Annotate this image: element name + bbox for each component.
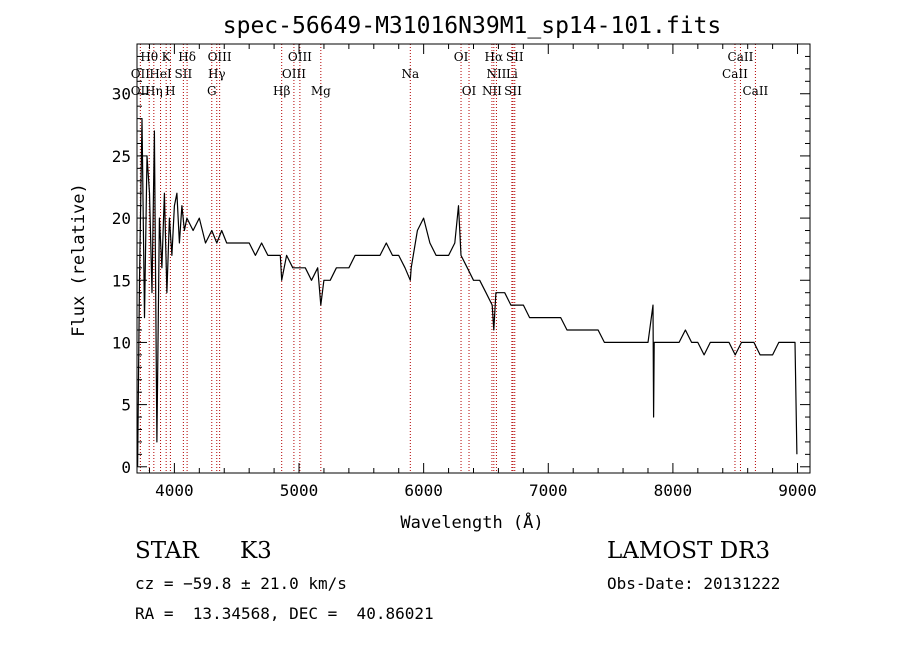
spectrum-series — [137, 117, 798, 467]
y-tick-label: 5 — [121, 396, 131, 415]
line-label: OII — [131, 67, 151, 81]
line-label: Na — [401, 67, 419, 81]
line-label: Hβ — [273, 84, 290, 98]
y-tick-label: 25 — [112, 147, 131, 166]
x-tick-label: 4000 — [155, 481, 194, 500]
line-label: Hα — [485, 50, 504, 64]
x-tick-label: 9000 — [778, 481, 817, 500]
line-label: Hγ — [208, 67, 226, 81]
y-tick-label: 20 — [112, 209, 131, 228]
plot-frame — [136, 43, 811, 474]
redshift-cz: cz = −59.8 ± 21.0 km/s — [135, 574, 347, 593]
line-label: NII — [486, 67, 506, 81]
x-tick-label: 6000 — [404, 481, 443, 500]
y-tick-label: 0 — [121, 458, 131, 477]
observation-date: Obs-Date: 20131222 — [607, 574, 781, 593]
line-label: H — [165, 84, 175, 98]
line-label: SII — [504, 84, 522, 98]
chart-title: spec-56649-M31016N39M1_sp14-101.fits — [223, 13, 722, 39]
line-label: OIII — [208, 50, 232, 64]
emission-line-markers — [139, 44, 756, 473]
object-subclass: K3 — [240, 538, 272, 564]
line-label: NII — [482, 84, 502, 98]
coordinates: RA = 13.34568, DEC = 40.86021 — [135, 604, 434, 623]
series-flux — [137, 117, 798, 467]
line-label: CaII — [728, 50, 754, 64]
x-tick-label: 5000 — [280, 481, 319, 500]
line-label: Hδ — [178, 50, 196, 64]
line-label: Mg — [311, 84, 331, 98]
y-tick-label: 10 — [112, 333, 131, 352]
object-class: STAR — [135, 538, 199, 564]
line-label: HeI — [149, 67, 172, 81]
line-label: OI — [454, 50, 469, 64]
axis-ticks: 4000 5000 6000 7000 8000 9000 0 5 10 15 20 25 30 — [112, 44, 817, 500]
line-label: G — [207, 84, 217, 98]
line-label: CaII — [742, 84, 768, 98]
x-tick-label: 8000 — [654, 481, 693, 500]
line-label: Hθ — [140, 50, 158, 64]
line-label: CaII — [722, 67, 748, 81]
line-label: K — [162, 50, 172, 64]
line-label: Li — [506, 67, 518, 81]
x-tick-label: 7000 — [529, 481, 568, 500]
line-label: SII — [506, 50, 524, 64]
line-label: OIII — [288, 50, 312, 64]
line-label: OII — [131, 84, 151, 98]
y-tick-label: 30 — [112, 85, 131, 104]
survey-name: LAMOST DR3 — [607, 538, 771, 564]
line-label: Hη — [145, 84, 163, 98]
y-axis-label: Flux (relative) — [69, 183, 89, 337]
x-axis-label: Wavelength (Å) — [400, 511, 543, 533]
line-label: SII — [175, 67, 193, 81]
line-label: OIII — [282, 67, 306, 81]
y-tick-label: 15 — [112, 271, 131, 290]
line-label: OI — [462, 84, 477, 98]
